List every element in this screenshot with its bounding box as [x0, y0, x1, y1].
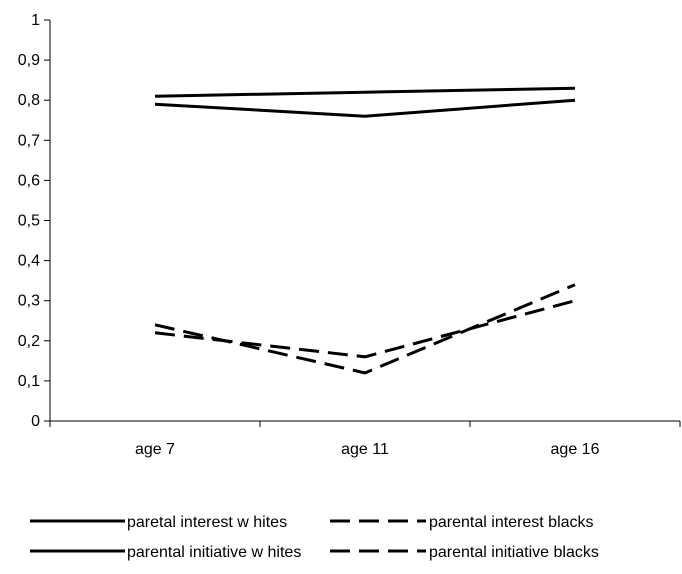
legend-label: paretal interest w hites: [127, 514, 287, 531]
legend-label: parental interest blacks: [429, 514, 594, 531]
series-layer: [154, 86, 576, 375]
x-tick-label: age 16: [551, 441, 600, 458]
x-tick-label: age 7: [135, 441, 175, 458]
y-tick-label: 1: [31, 12, 40, 29]
y-tick-label: 0,3: [18, 293, 40, 310]
y-tick-label: 0,8: [18, 92, 40, 109]
series-line-parental-initiative-w-hites: [154, 98, 576, 118]
y-tick-label: 0,7: [18, 132, 40, 149]
y-tick-label: 0,1: [18, 373, 40, 390]
x-tick-label: age 11: [341, 441, 389, 458]
y-tick-label: 0,5: [18, 213, 40, 230]
y-tick-label: 0,6: [18, 172, 40, 189]
y-tick-label: 0,2: [18, 333, 40, 350]
y-tick-label: 0: [31, 413, 40, 430]
series-line-parental-interest-blacks: [154, 283, 576, 375]
axes: 0 0,1 0,2 0,3 0,4 0,5 0,6 0,7 0,8 0,9 1 age 7 age 11…: [18, 12, 681, 458]
series-line-parental-initiative-blacks: [154, 299, 576, 359]
y-tick-label: 0,9: [18, 52, 40, 69]
legend: paretal interest w hites parental interes…: [30, 514, 599, 561]
legend-label: parental initiative w hites: [127, 544, 301, 561]
y-tick-label: 0,4: [18, 253, 40, 270]
legend-label: parental initiative blacks: [429, 544, 599, 561]
series-line-paretal-interest-w-hites: [154, 86, 576, 98]
